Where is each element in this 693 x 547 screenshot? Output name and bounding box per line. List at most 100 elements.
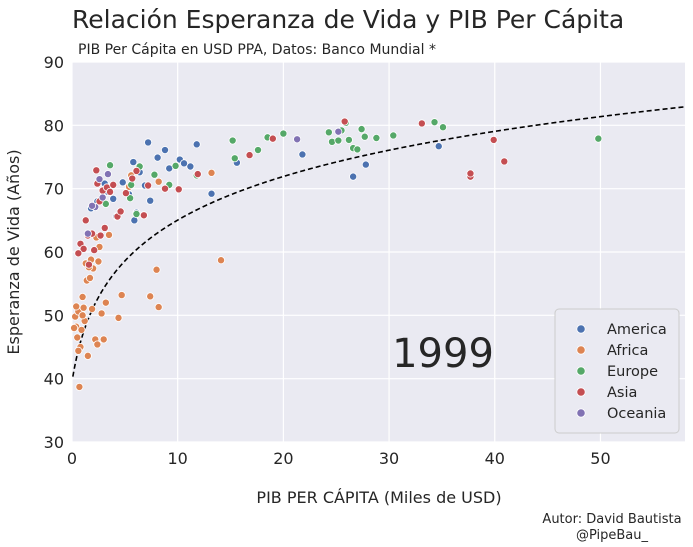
point-oceania — [98, 193, 107, 202]
point-europe — [372, 133, 381, 142]
point-africa — [70, 323, 79, 332]
point-europe — [228, 136, 237, 145]
point-europe — [430, 118, 439, 127]
point-europe — [132, 209, 141, 218]
legend-marker-europe — [576, 366, 586, 376]
x-tick-label: 30 — [379, 449, 399, 468]
y-tick-label: 30 — [44, 433, 64, 452]
point-asia — [144, 181, 153, 190]
point-europe — [353, 145, 362, 154]
point-america — [434, 142, 443, 151]
legend-label-europe: Europe — [607, 364, 658, 380]
x-tick-label: 20 — [273, 449, 293, 468]
point-asia — [90, 246, 99, 255]
point-asia — [96, 231, 105, 240]
point-asia — [466, 169, 475, 178]
point-africa — [99, 335, 108, 344]
point-africa — [146, 292, 155, 301]
legend-marker-africa — [576, 345, 586, 355]
point-asia — [174, 185, 183, 194]
point-africa — [73, 333, 82, 342]
point-asia — [245, 151, 254, 160]
point-africa — [72, 302, 81, 311]
legend-label-africa: Africa — [607, 343, 648, 359]
point-africa — [79, 303, 88, 312]
point-africa — [83, 351, 92, 360]
point-america — [109, 194, 118, 203]
point-europe — [230, 154, 239, 163]
point-africa — [97, 309, 106, 318]
point-europe — [324, 128, 333, 137]
point-america — [144, 138, 153, 147]
legend-box — [554, 308, 680, 434]
point-europe — [327, 137, 336, 146]
year-label: 1999 — [392, 331, 494, 377]
point-africa — [75, 382, 84, 391]
point-africa — [93, 340, 102, 349]
x-tick-label: 50 — [590, 449, 610, 468]
point-america — [153, 153, 162, 162]
legend: America Africa Europe Asia Oceania — [554, 308, 680, 434]
x-axis-label: PIB PER CÁPITA (Miles de USD) — [256, 488, 501, 507]
point-america — [207, 189, 216, 198]
point-america — [146, 196, 155, 205]
legend-label-america: America — [607, 322, 667, 338]
point-america — [186, 162, 195, 171]
point-asia — [79, 244, 88, 253]
point-africa — [74, 346, 83, 355]
point-africa — [117, 291, 126, 300]
credit-author: Autor: David Bautista — [542, 512, 681, 527]
trend-line — [72, 106, 685, 377]
point-africa — [85, 273, 94, 282]
point-asia — [106, 187, 115, 196]
point-asia — [193, 170, 202, 179]
point-africa — [78, 311, 87, 320]
legend-marker-america — [576, 324, 586, 334]
point-oceania — [83, 229, 92, 238]
point-africa — [94, 257, 103, 266]
point-america — [298, 150, 307, 159]
point-america — [349, 172, 358, 181]
legend-marker-oceania — [576, 408, 586, 418]
point-asia — [121, 189, 130, 198]
x-tick-label: 10 — [168, 449, 188, 468]
point-asia — [109, 180, 118, 189]
point-asia — [161, 184, 170, 193]
credit-handle: @PipeBau_ — [576, 528, 649, 543]
point-america — [161, 146, 170, 155]
x-tick-label: 40 — [485, 449, 505, 468]
y-axis-label: Esperanza de Vida (Años) — [4, 149, 23, 354]
y-tick-label: 40 — [44, 370, 64, 389]
point-europe — [357, 125, 366, 134]
point-asia — [417, 119, 426, 128]
point-africa — [101, 298, 110, 307]
point-asia — [116, 207, 125, 216]
legend-label-asia: Asia — [607, 385, 637, 401]
point-europe — [106, 161, 115, 170]
point-africa — [88, 304, 97, 313]
point-oceania — [293, 135, 302, 144]
point-europe — [344, 135, 353, 144]
point-asia — [81, 216, 90, 225]
point-asia — [500, 157, 509, 166]
point-asia — [489, 135, 498, 144]
point-africa — [154, 177, 163, 186]
point-america — [180, 159, 189, 168]
point-europe — [594, 134, 603, 143]
point-asia — [132, 166, 141, 175]
point-oceania — [95, 175, 104, 184]
point-europe — [360, 132, 369, 141]
point-asia — [92, 166, 101, 175]
data-points — [70, 117, 603, 391]
point-america — [192, 140, 201, 149]
point-asia — [340, 117, 349, 126]
chart-title: Relación Esperanza de Vida y PIB Per Cáp… — [72, 5, 624, 34]
point-oceania — [334, 127, 343, 136]
point-africa — [154, 303, 163, 312]
point-america — [129, 158, 138, 167]
y-tick-label: 80 — [44, 116, 64, 135]
point-asia — [268, 134, 277, 143]
point-europe — [334, 136, 343, 145]
point-asia — [139, 211, 148, 220]
